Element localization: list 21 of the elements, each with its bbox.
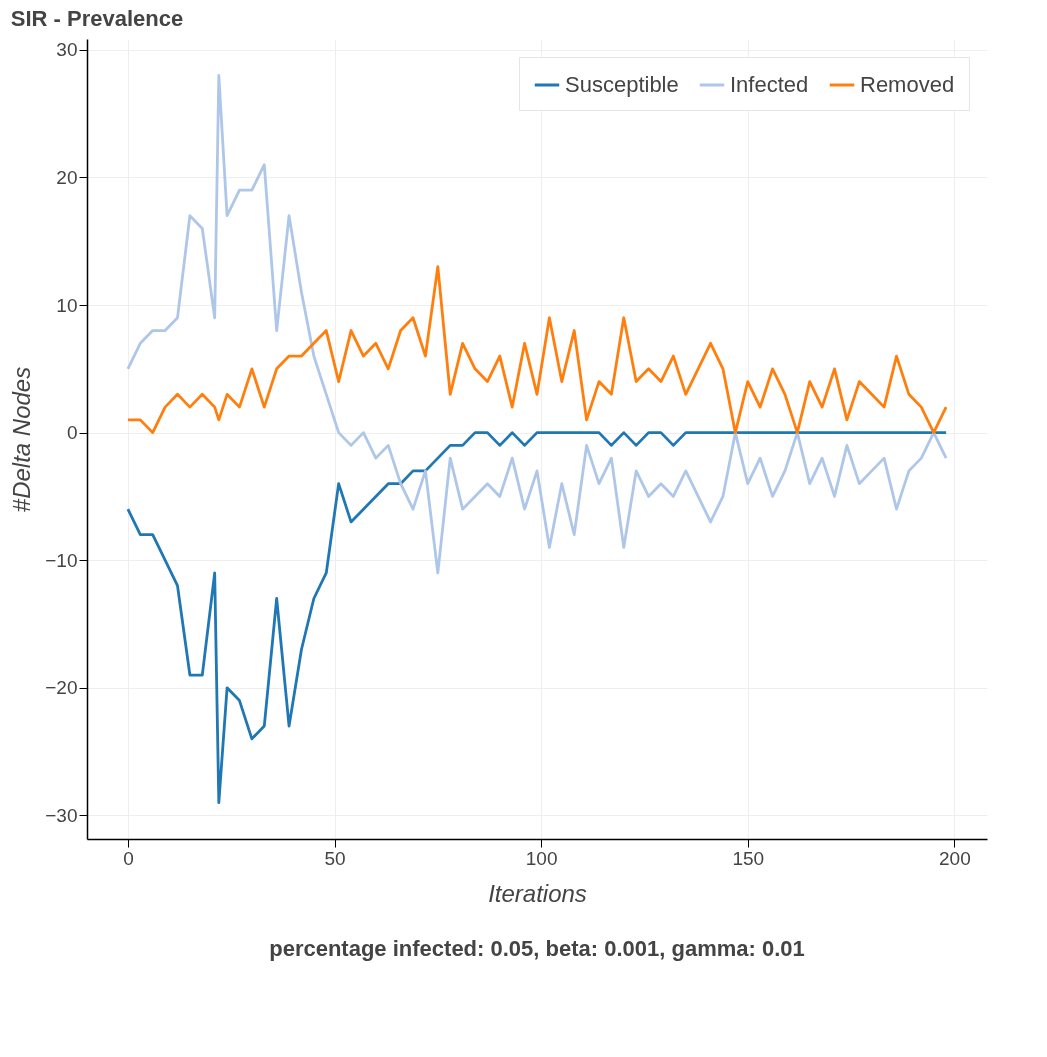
x-tick-label: 0	[123, 847, 134, 869]
line-series	[126, 265, 948, 435]
y-tick-label: 30	[56, 39, 78, 61]
x-tick-label: 200	[939, 847, 971, 869]
y-tick-label: −10	[45, 549, 78, 571]
legend-label: Infected	[730, 72, 809, 97]
y-tick-label: −30	[45, 804, 78, 826]
legend-label: Removed	[860, 72, 955, 97]
y-tick-label: 10	[56, 294, 78, 316]
text: percentage infected: 0.05, beta: 0.001, gamma: 0.01	[269, 936, 805, 961]
y-axis-title: #Delta Nodes	[8, 366, 36, 513]
x-axis-title: Iterations	[488, 879, 587, 907]
line-series	[126, 431, 948, 805]
x-tick-label: 150	[732, 847, 765, 869]
y-tick-label: 20	[56, 166, 78, 188]
legend-label: Susceptible	[565, 72, 679, 97]
x-tick-label: 50	[324, 847, 346, 869]
x-tick-label: 100	[525, 847, 558, 869]
chart-title: SIR - Prevalence	[10, 6, 184, 31]
y-tick-label: 0	[66, 422, 78, 444]
y-tick-label: −20	[45, 677, 78, 699]
